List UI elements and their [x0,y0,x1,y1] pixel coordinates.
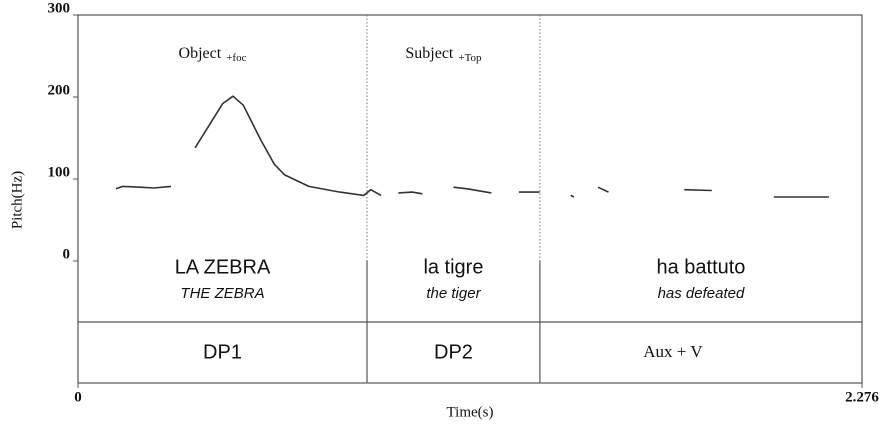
y-tick-label: 0 [63,246,71,262]
segment-tier: Aux + V [643,342,703,361]
segment-gloss: has defeated [658,285,745,302]
y-axis-title: Pitch(Hz) [9,171,25,229]
x-tick-label: 2.276 [845,389,879,405]
segment-tier: DP1 [203,341,242,363]
y-tick-label: 300 [48,0,71,16]
y-tick-label: 100 [48,164,71,180]
segment-tier: DP2 [434,341,473,363]
segment-word: LA ZEBRA [175,256,271,278]
heading-word: Object [179,45,222,62]
heading-subscript: +foc [226,52,246,64]
segment-word: la tigre [423,256,483,278]
segment-gloss: THE ZEBRA [180,285,264,302]
segment-heading: Object +foc [179,45,247,64]
segment-gloss: the tiger [426,285,481,302]
segment-word: ha battuto [656,256,745,278]
heading-subscript: +Top [458,52,482,64]
frame [77,14,863,384]
x-axis-title: Time(s) [447,404,494,420]
x-tick-label: 0 [74,389,82,405]
y-tick-label: 200 [48,82,71,98]
heading-word: Subject [405,45,454,62]
segment-heading: Subject +Top [405,45,482,64]
pitch-contour [115,95,829,198]
